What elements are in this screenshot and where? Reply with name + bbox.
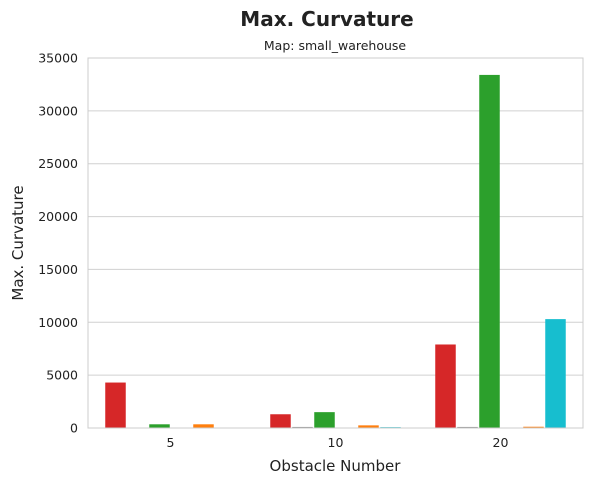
plot-area	[87, 57, 584, 429]
y-tick-label: 5000	[46, 368, 78, 383]
bar	[435, 344, 456, 428]
y-axis-label: Max. Curvature	[9, 185, 27, 300]
bar	[270, 414, 291, 428]
y-tick-label: 25000	[38, 156, 78, 171]
x-tick-label: 10	[328, 435, 344, 450]
bar	[193, 424, 214, 428]
y-tick-label: 15000	[38, 262, 78, 277]
bar	[314, 412, 335, 428]
x-tick-label: 20	[493, 435, 509, 450]
x-tick-label: 5	[167, 435, 175, 450]
bar	[358, 425, 379, 428]
bar	[523, 426, 544, 428]
bar	[292, 426, 313, 428]
chart-subtitle: Map: small_warehouse	[264, 38, 407, 53]
bar	[149, 424, 170, 428]
bar	[457, 426, 478, 428]
bar	[479, 74, 500, 429]
y-tick-label: 30000	[38, 103, 78, 118]
chart-title: Max. Curvature	[240, 7, 413, 31]
x-axis-label: Obstacle Number	[270, 457, 402, 475]
y-tick-label: 20000	[38, 209, 78, 224]
y-tick-label: 35000	[38, 51, 78, 66]
y-tick-labels: 0 5000 10000 15000 20000 25000 30000 35000	[38, 51, 78, 436]
y-tick-label: 10000	[38, 315, 78, 330]
y-tick-label: 0	[70, 421, 78, 436]
bar	[545, 319, 566, 428]
x-tick-labels: 5 10 20	[167, 435, 509, 450]
bar	[105, 382, 126, 428]
gridlines	[88, 57, 583, 429]
bars	[105, 74, 566, 429]
